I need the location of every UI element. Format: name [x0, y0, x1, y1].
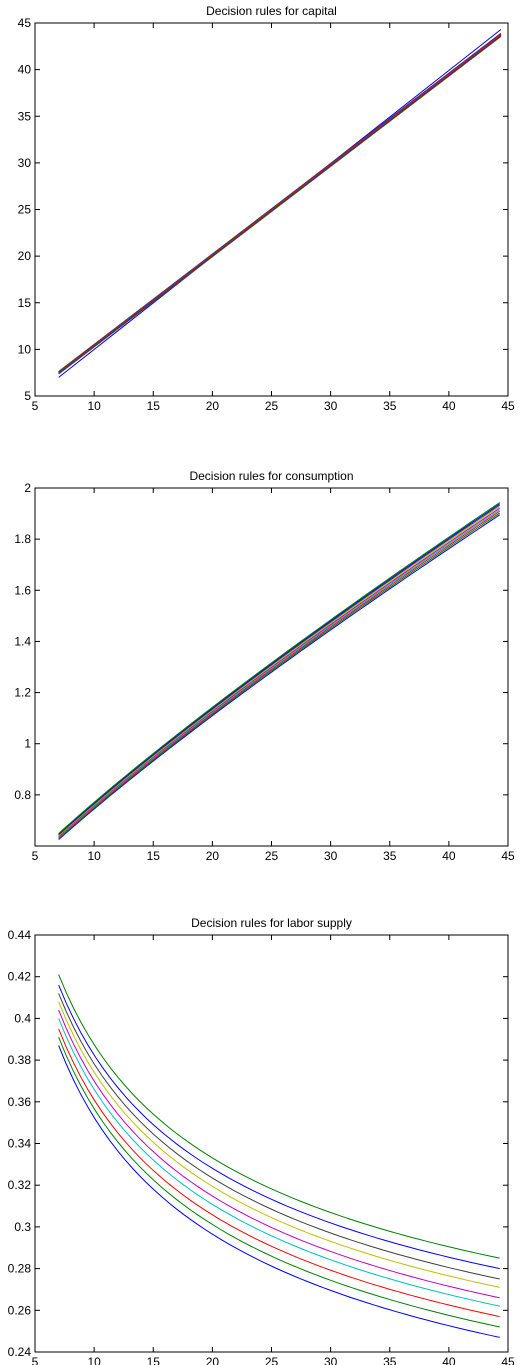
labor-series-line-9: [58, 974, 500, 1259]
labor-y-tick-label: 0.42: [8, 970, 32, 984]
labor-series-line-1: [58, 1045, 500, 1338]
capital-y-tick-label: 30: [18, 156, 32, 170]
labor-y-tick-label: 0.36: [8, 1095, 32, 1109]
labor-series-line-8: [58, 984, 500, 1270]
labor-series-line-5: [58, 1009, 500, 1299]
labor-y-tick-label: 0.38: [8, 1053, 32, 1067]
labor-x-tick-label: 35: [383, 1355, 397, 1365]
consumption-x-tick-label: 25: [265, 849, 279, 863]
consumption-x-tick-label: 45: [501, 849, 515, 863]
labor-x-tick-label: 5: [32, 1355, 39, 1365]
labor-x-tick-label: 40: [442, 1355, 456, 1365]
labor-x-tick-label: 20: [206, 1355, 220, 1365]
capital-x-tick-label: 10: [87, 399, 101, 413]
capital-x-tick-label: 25: [265, 399, 279, 413]
capital-y-tick-label: 25: [18, 203, 32, 217]
consumption-series-line-6: [58, 506, 500, 837]
consumption-y-tick-label: 1.8: [14, 532, 31, 546]
capital-x-tick-label: 20: [206, 399, 220, 413]
capital-y-tick-label: 10: [18, 342, 32, 356]
capital-y-tick-label: 40: [18, 63, 32, 77]
capital-chart: 5 10 15 20 25 30 35 40 45 5 10 15 20 25 30 35 40 45 Decisi…: [18, 4, 515, 413]
capital-chart-title: Decision rules for capital: [206, 4, 337, 18]
consumption-series-line-5: [58, 507, 500, 837]
consumption-chart: 5 10 15 20 25 30 35 40 45 0.8 1 1.2 1.4 1.6 1.8 2 Decisi…: [14, 469, 515, 863]
consumption-y-tick-label: 1: [24, 737, 31, 751]
consumption-y-tick-label: 1.2: [14, 686, 31, 700]
labor-x-tick-label: 25: [265, 1355, 279, 1365]
consumption-x-tick-label: 15: [147, 849, 161, 863]
labor-x-tick-label: 10: [87, 1355, 101, 1365]
labor-series-line-2: [58, 1036, 500, 1328]
capital-y-tick-label: 20: [18, 249, 32, 263]
labor-y-tick-label: 0.34: [8, 1137, 32, 1151]
consumption-series-line-1: [58, 514, 500, 840]
labor-series-line-7: [58, 993, 500, 1280]
capital-series-group: [58, 29, 502, 378]
consumption-series-group: [58, 502, 500, 840]
labor-series-line-4: [58, 1018, 500, 1307]
labor-y-tick-label: 0.44: [8, 928, 32, 942]
consumption-x-tick-label: 5: [32, 849, 39, 863]
capital-y-tick-label: 15: [18, 296, 32, 310]
capital-x-tick-label: 40: [442, 399, 456, 413]
labor-y-tick-label: 0.28: [8, 1262, 32, 1276]
consumption-series-line-9: [58, 502, 500, 834]
capital-series-line-12: [58, 32, 502, 372]
capital-y-tick-label: 5: [24, 389, 31, 403]
capital-x-tick-label: 15: [147, 399, 161, 413]
consumption-x-tick-label: 10: [87, 849, 101, 863]
labor-y-tick-label: 0.24: [8, 1345, 32, 1359]
consumption-x-tick-label: 20: [206, 849, 220, 863]
labor-series-line-6: [58, 1001, 500, 1288]
consumption-y-tick-label: 0.8: [14, 788, 31, 802]
labor-x-tick-label: 30: [324, 1355, 338, 1365]
consumption-series-line-3: [58, 510, 500, 839]
labor-x-tick-label: 15: [147, 1355, 161, 1365]
labor-y-tick-label: 0.4: [14, 1011, 31, 1025]
labor-series-line-3: [58, 1028, 500, 1318]
labor-x-tick-label: 45: [501, 1355, 515, 1365]
capital-x-tick-label: 5: [32, 399, 39, 413]
capital-y-tick-label: 35: [18, 109, 32, 123]
consumption-series-line-7: [58, 504, 500, 836]
consumption-series-line-8: [58, 503, 500, 835]
consumption-y-tick-label: 2: [24, 481, 31, 495]
capital-x-tick-label: 35: [383, 399, 397, 413]
capital-y-tick-label: 45: [18, 16, 32, 30]
labor-y-tick-label: 0.32: [8, 1178, 32, 1192]
labor-y-tick-label: 0.3: [14, 1220, 31, 1234]
labor-plot-area: [35, 935, 508, 1352]
consumption-x-tick-label: 30: [324, 849, 338, 863]
consumption-chart-title: Decision rules for consumption: [189, 469, 353, 483]
labor-chart: 5 10 15 20 25 30 35 40 45 0.24 0.26 0.28 0.3 0.32 0.34…: [8, 916, 515, 1365]
capital-x-tick-label: 30: [324, 399, 338, 413]
consumption-series-line-2: [58, 512, 500, 840]
labor-series-group: [58, 974, 500, 1338]
capital-x-tick-label: 45: [501, 399, 515, 413]
consumption-y-tick-label: 1.4: [14, 634, 31, 648]
labor-y-tick-label: 0.26: [8, 1303, 32, 1317]
consumption-series-line-4: [58, 509, 500, 838]
labor-chart-title: Decision rules for labor supply: [191, 916, 352, 930]
consumption-y-tick-label: 1.6: [14, 583, 31, 597]
consumption-x-tick-label: 35: [383, 849, 397, 863]
consumption-x-tick-label: 40: [442, 849, 456, 863]
